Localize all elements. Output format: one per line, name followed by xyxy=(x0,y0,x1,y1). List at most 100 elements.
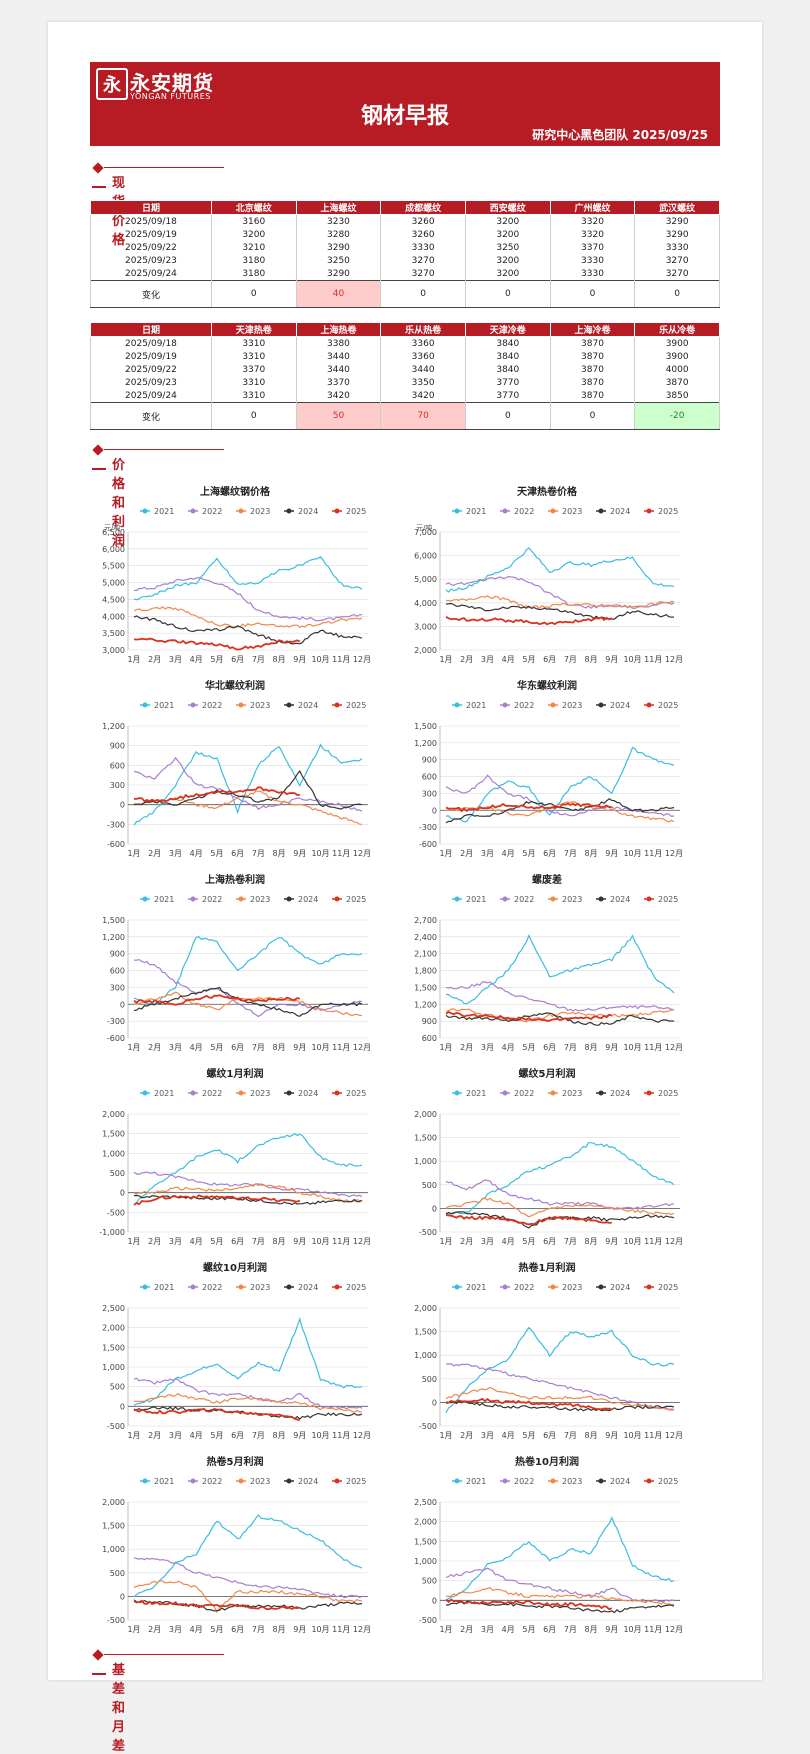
legend-label: 2025 xyxy=(658,895,678,904)
x-tick-label: 12月 xyxy=(665,1237,683,1246)
brand-name-cn: 永安期货 xyxy=(130,71,214,95)
x-tick-label: 5月 xyxy=(522,1237,535,1246)
legend-label: 2024 xyxy=(298,1283,318,1292)
series-line-2025 xyxy=(445,1214,612,1226)
x-tick-label: 7月 xyxy=(252,849,265,858)
table-cell: 3230 xyxy=(295,214,382,228)
x-tick-label: 8月 xyxy=(585,1431,598,1440)
legend-label: 2025 xyxy=(658,507,678,516)
x-tick-label: 8月 xyxy=(273,1043,286,1052)
legend-item-2022: 2022 xyxy=(500,895,534,904)
y-tick-label: 2,400 xyxy=(414,933,437,942)
y-tick-label: 2,000 xyxy=(414,1110,437,1119)
x-tick-label: 6月 xyxy=(231,1625,244,1634)
x-tick-label: 5月 xyxy=(522,1043,535,1052)
table-cell: 3440 xyxy=(295,363,382,376)
table-cell: 3370 xyxy=(549,241,636,254)
x-tick-label: 3月 xyxy=(169,1237,182,1246)
legend-label: 2023 xyxy=(250,701,270,710)
series-line-2024 xyxy=(133,986,363,1017)
series-line-2025 xyxy=(445,1010,613,1022)
y-tick-label: 2,000 xyxy=(102,1110,125,1119)
column-header: 日期 xyxy=(90,200,212,215)
x-tick-label: 9月 xyxy=(293,1431,306,1440)
x-tick-label: 12月 xyxy=(665,1043,683,1052)
x-tick-label: 7月 xyxy=(252,655,265,664)
legend-label: 2022 xyxy=(202,895,222,904)
chart-7: 螺纹5月利润 2021 2022 2023 2024 2025 -500 0 500 1,000 1… xyxy=(414,1067,683,1246)
series-line-2025 xyxy=(133,1599,301,1611)
legend-item-2022: 2022 xyxy=(188,895,222,904)
x-tick-label: 8月 xyxy=(585,1043,598,1052)
legend-item-2023: 2023 xyxy=(548,1283,582,1292)
x-tick-label: 9月 xyxy=(605,1237,618,1246)
x-tick-label: 7月 xyxy=(252,1625,265,1634)
legend-label: 2021 xyxy=(466,1089,486,1098)
legend-item-2023: 2023 xyxy=(548,895,582,904)
x-tick-label: 6月 xyxy=(543,1431,556,1440)
column-header: 天津热卷 xyxy=(210,322,297,337)
x-tick-label: 6月 xyxy=(231,849,244,858)
legend-label: 2021 xyxy=(466,701,486,710)
table-cell: 3310 xyxy=(210,389,297,403)
y-tick-label: 2,000 xyxy=(102,1498,125,1507)
change-row: 变化 0 50 70 0 0 -20 xyxy=(90,402,720,430)
x-tick-label: 7月 xyxy=(252,1043,265,1052)
y-tick-label: 1,000 xyxy=(414,1351,437,1360)
legend-label: 2025 xyxy=(658,1477,678,1486)
x-tick-label: 8月 xyxy=(273,1431,286,1440)
x-tick-label: 10月 xyxy=(623,1043,641,1052)
x-tick-label: 8月 xyxy=(273,849,286,858)
x-tick-label: 2月 xyxy=(460,1431,473,1440)
legend-item-2023: 2023 xyxy=(236,1283,270,1292)
table-cell: 3310 xyxy=(210,376,297,389)
legend-label: 2021 xyxy=(154,1283,174,1292)
table-cell: 3870 xyxy=(549,350,636,363)
series-line-2021 xyxy=(445,1516,675,1601)
x-tick-label: 12月 xyxy=(353,655,371,664)
column-header: 乐从热卷 xyxy=(380,322,466,337)
y-tick-label: -500 xyxy=(107,1422,125,1431)
legend-item-2024: 2024 xyxy=(284,895,318,904)
legend-label: 2022 xyxy=(514,1089,534,1098)
series-line-2022 xyxy=(445,1179,675,1210)
table-cell: 3440 xyxy=(295,350,382,363)
chart-1: 天津热卷价格 2021 2022 2023 2024 2025 元/吨 2,000 3,000 4… xyxy=(414,485,683,664)
y-tick-label: 1,500 xyxy=(414,1537,437,1546)
series-line-2022 xyxy=(133,958,363,1018)
legend-marker xyxy=(502,702,508,708)
legend-item-2022: 2022 xyxy=(500,701,534,710)
x-tick-label: 6月 xyxy=(543,1625,556,1634)
legend-item-2023: 2023 xyxy=(548,1089,582,1098)
x-tick-label: 2月 xyxy=(460,1237,473,1246)
legend-marker xyxy=(238,508,244,514)
series-line-2022 xyxy=(445,1567,675,1603)
legend-item-2024: 2024 xyxy=(596,507,630,516)
y-tick-label: 2,000 xyxy=(414,646,437,655)
legend-item-2022: 2022 xyxy=(188,1089,222,1098)
legend-item-2021: 2021 xyxy=(140,507,174,516)
x-tick-label: 7月 xyxy=(252,1237,265,1246)
y-tick-label: 2,000 xyxy=(414,1518,437,1527)
legend-label: 2021 xyxy=(466,1477,486,1486)
chart-10: 热卷5月利润 2021 2022 2023 2024 2025 -500 0 500 1,000 1… xyxy=(102,1455,371,1634)
series-line-2025 xyxy=(445,616,613,626)
legend-label: 2024 xyxy=(610,1477,630,1486)
table-cell: 3330 xyxy=(549,267,636,281)
legend-item-2022: 2022 xyxy=(500,1283,534,1292)
legend-item-2021: 2021 xyxy=(452,895,486,904)
table-cell: 3350 xyxy=(380,376,466,389)
x-tick-label: 7月 xyxy=(564,1431,577,1440)
x-tick-label: 10月 xyxy=(311,1237,329,1246)
legend-marker xyxy=(142,1284,148,1290)
legend-marker xyxy=(502,896,508,902)
y-tick-label: 2,500 xyxy=(102,1304,125,1313)
series-line-2024 xyxy=(445,602,675,620)
y-tick-label: 1,000 xyxy=(102,1149,125,1158)
table-cell: 3870 xyxy=(549,336,636,350)
x-tick-label: 12月 xyxy=(665,655,683,664)
series-line-2021 xyxy=(133,743,363,826)
chart-2: 华北螺纹利润 2021 2022 2023 2024 2025 -600 -300 0 300 60… xyxy=(102,679,371,858)
legend-item-2022: 2022 xyxy=(500,507,534,516)
x-tick-label: 4月 xyxy=(502,849,515,858)
